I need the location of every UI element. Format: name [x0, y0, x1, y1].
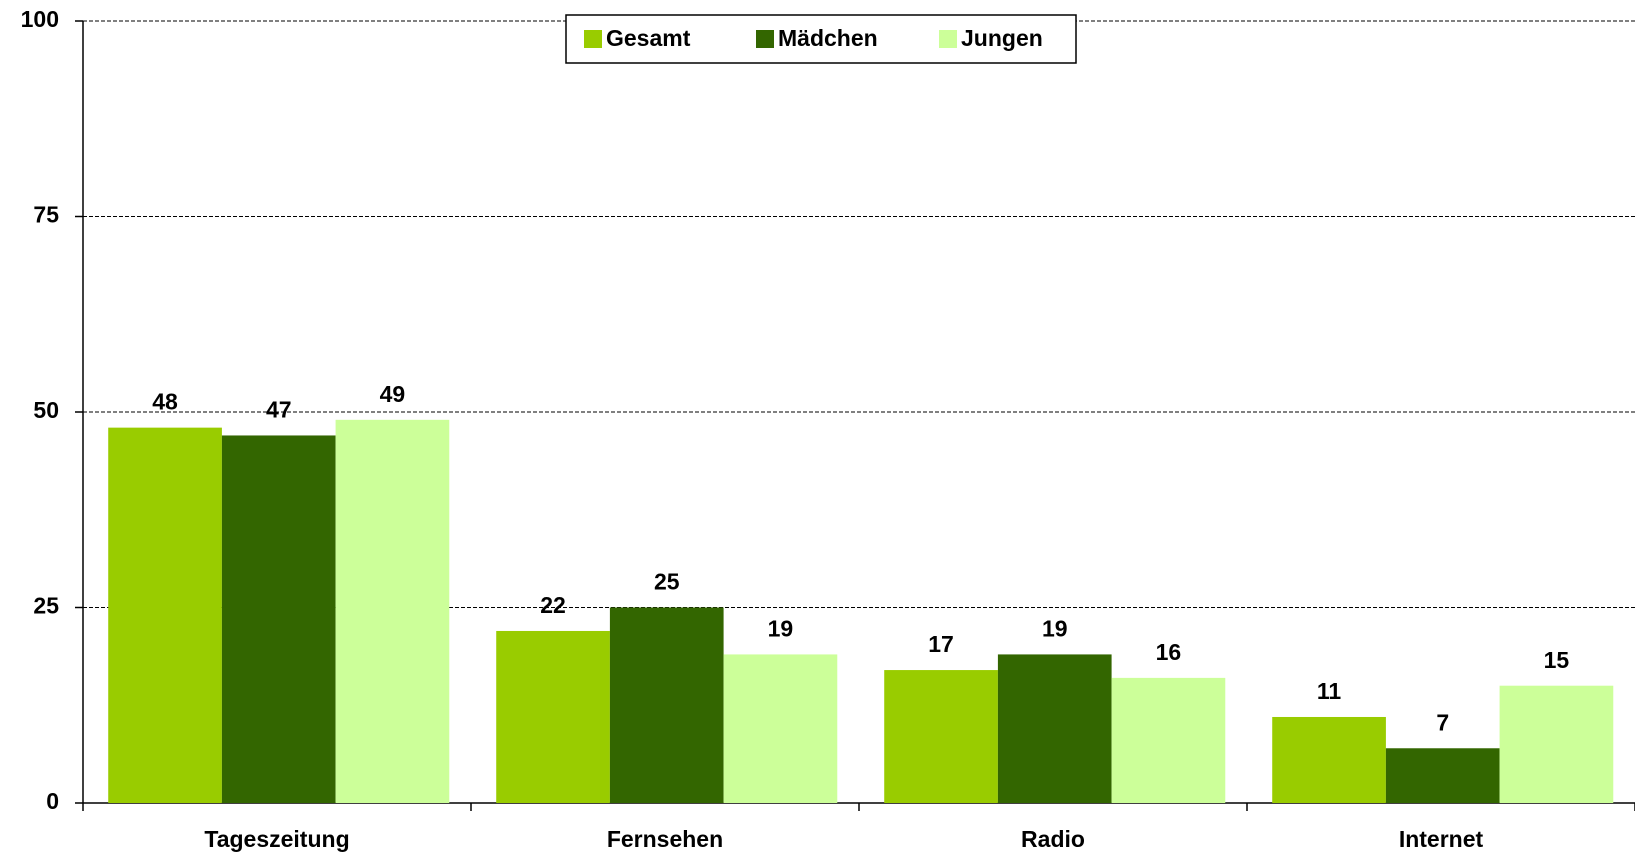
legend-label: Jungen [961, 25, 1043, 51]
bar [108, 427, 222, 803]
value-label: 47 [266, 397, 292, 423]
legend-label: Mädchen [778, 25, 878, 51]
value-label: 11 [1317, 678, 1342, 704]
bar [609, 607, 724, 803]
bar [1272, 716, 1386, 803]
value-label: 48 [152, 389, 178, 415]
bar [723, 654, 838, 803]
legend: Gesamt Mädchen Jungen [565, 14, 1077, 64]
value-label: 22 [540, 592, 566, 618]
value-label: 7 [1436, 709, 1449, 735]
y-tick-label: 100 [21, 6, 59, 32]
x-tick-label: Internet [1399, 826, 1484, 852]
bar [496, 630, 610, 803]
value-label: 25 [654, 569, 680, 595]
legend-swatch [756, 30, 774, 48]
y-tick-label: 0 [46, 788, 59, 814]
legend-swatch [584, 30, 602, 48]
value-label: 17 [928, 631, 954, 657]
legend-label: Gesamt [606, 25, 691, 51]
bar [335, 419, 450, 803]
bar [1111, 677, 1226, 803]
value-label: 49 [380, 381, 406, 407]
bar [221, 435, 336, 803]
value-label: 15 [1544, 647, 1570, 673]
legend-swatch [939, 30, 957, 48]
bar [1385, 748, 1500, 803]
value-label: 16 [1156, 639, 1182, 665]
y-tick-label: 50 [33, 397, 59, 423]
x-tick-label: Fernsehen [607, 826, 723, 852]
value-label: 19 [768, 615, 794, 641]
bar [1499, 685, 1614, 803]
x-tick-label: Radio [1021, 826, 1085, 852]
y-tick-label: 25 [33, 593, 59, 619]
value-label: 19 [1042, 615, 1068, 641]
legend-box [565, 14, 1077, 64]
bar [884, 670, 998, 803]
y-tick-label: 75 [33, 202, 59, 228]
x-tick-label: Tageszeitung [204, 826, 349, 852]
bar [997, 654, 1112, 803]
